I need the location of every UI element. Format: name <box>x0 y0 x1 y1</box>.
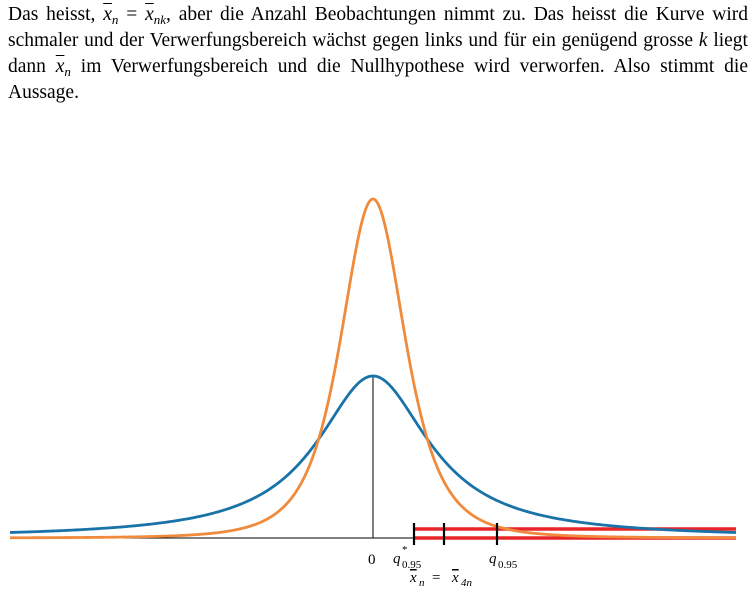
q-sub: 0.95 <box>498 559 518 571</box>
eq-x2: x <box>451 570 459 586</box>
equals-sign: = <box>118 4 146 25</box>
narrow-distribution-curve <box>9 197 737 540</box>
q-label: q <box>489 551 497 567</box>
math-k: k <box>698 30 708 51</box>
math-xbar-nk: xnk <box>145 4 166 27</box>
q-star-label: q <box>393 551 401 567</box>
explanation-paragraph: Das heisst, xn = xnk, aber die Anzahl Be… <box>8 2 748 106</box>
q-star-sub: 0.95 <box>402 559 422 571</box>
text-segment: Das heisst, <box>8 4 104 25</box>
eq-x: x <box>409 570 417 586</box>
text-segment: liegt dann <box>8 30 748 77</box>
wide-distribution-curve <box>9 374 737 534</box>
eq-sign: = <box>432 570 440 586</box>
distribution-figure: 0 q * 0.95 q 0.95 x n = x 4n <box>9 197 737 589</box>
zero-label: 0 <box>368 552 376 568</box>
math-xbar-n: xn <box>103 4 119 27</box>
eq-n: n <box>419 577 425 589</box>
eq-4n: 4n <box>461 577 473 589</box>
text-segment: im Verwerfungsbereich und die Nullhypoth… <box>8 56 748 103</box>
q-star-sup: * <box>402 544 408 556</box>
text-segment: , aber die Anzahl Beobachtungen nimmt zu… <box>8 4 749 51</box>
math-xbar-n: xn <box>55 56 71 79</box>
